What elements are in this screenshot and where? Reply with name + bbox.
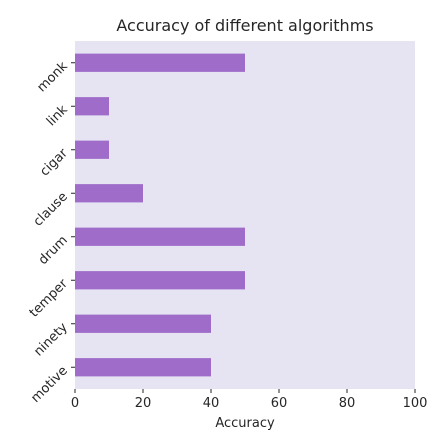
- bar-drum: [75, 227, 245, 246]
- bar-clause: [75, 184, 143, 203]
- y-tick-label-ninety: ninety: [31, 320, 71, 360]
- y-tick-label-drum: drum: [36, 233, 71, 268]
- x-axis-label: Accuracy: [215, 416, 275, 431]
- x-axis: 0 20 40 60 80 100: [71, 389, 428, 411]
- plot-area: [75, 41, 415, 389]
- x-tick-label-0: 0: [71, 396, 79, 411]
- bar-cigar: [75, 140, 109, 159]
- x-tick-label-20: 20: [135, 396, 152, 411]
- bar-monk: [75, 53, 245, 72]
- y-tick-label-motive: motive: [28, 363, 70, 405]
- y-tick-label-link: link: [44, 102, 71, 129]
- y-tick-label-monk: monk: [34, 59, 71, 96]
- bar-motive: [75, 358, 211, 377]
- chart-title: Accuracy of different algorithms: [116, 16, 373, 35]
- y-tick-label-clause: clause: [31, 189, 71, 229]
- y-tick-label-temper: temper: [27, 276, 72, 321]
- x-tick-label-60: 60: [271, 396, 288, 411]
- bars-group: [75, 53, 245, 377]
- x-tick-label-80: 80: [339, 396, 356, 411]
- bar-temper: [75, 271, 245, 290]
- bar-ninety: [75, 314, 211, 333]
- y-tick-label-cigar: cigar: [37, 146, 71, 180]
- x-tick-label-100: 100: [403, 396, 428, 411]
- bar-link: [75, 97, 109, 116]
- x-tick-label-40: 40: [203, 396, 220, 411]
